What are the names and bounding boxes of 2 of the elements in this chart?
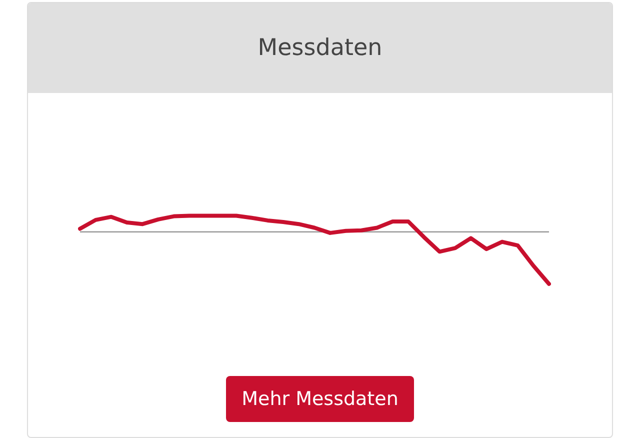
- button[interactable]: Mehr Messdaten: [226, 376, 414, 422]
- chart-title: Messdaten: [28, 3, 612, 93]
